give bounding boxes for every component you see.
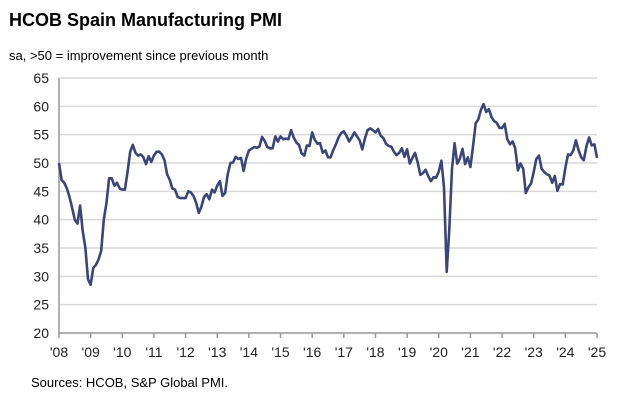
x-tick-label: '16 [303,344,321,360]
source-note: Sources: HCOB, S&P Global PMI. [31,375,228,390]
y-tick-label: 25 [33,297,49,313]
x-tick-label: '18 [366,344,384,360]
pmi-series-line [57,102,599,287]
y-tick-label: 55 [33,127,49,143]
x-tick-label: '23 [525,344,543,360]
x-tick-label: '09 [82,344,100,360]
y-tick-label: 45 [33,183,49,199]
y-tick-label: 30 [33,268,49,284]
x-tick-label: '17 [335,344,353,360]
x-tick-label: '20 [430,344,448,360]
x-tick-label: '21 [461,344,479,360]
x-tick-label: '11 [145,344,162,360]
y-tick-label: 35 [33,240,49,256]
x-tick-label: '15 [271,344,289,360]
x-tick-label: '13 [208,344,226,360]
x-tick-label: '19 [398,344,416,360]
x-tick-label: '12 [176,344,194,360]
x-tick-label: '25 [588,344,606,360]
x-tick-label: '22 [493,344,511,360]
y-tick-label: 65 [33,70,49,86]
y-tick-label: 60 [33,98,49,114]
chart-title: HCOB Spain Manufacturing PMI [9,10,283,30]
x-tick-label: '14 [240,344,258,360]
y-tick-label: 20 [33,325,49,341]
x-tick-label: '24 [556,344,574,360]
chart-subtitle: sa, >50 = improvement since previous mon… [9,48,269,63]
x-tick-label: '08 [50,344,68,360]
y-tick-label: 50 [33,155,49,171]
y-tick-label: 40 [33,212,49,228]
x-tick-label: '10 [113,344,131,360]
